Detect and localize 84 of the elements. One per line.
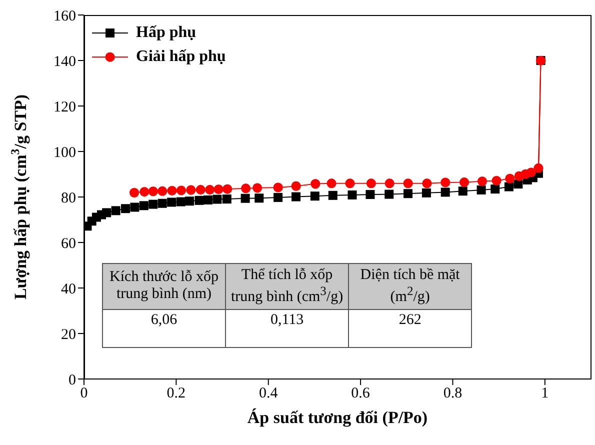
- point: [477, 176, 488, 186]
- point: [326, 178, 336, 188]
- point: [176, 197, 186, 206]
- point: [139, 201, 148, 210]
- legend-label: Giải hấp phụ: [136, 48, 226, 66]
- point: [366, 190, 375, 199]
- annotation: Thể tích lỗ xốp trung bình (cm$^{3}$/g): [226, 263, 349, 310]
- point: [167, 186, 177, 196]
- point: [422, 178, 432, 188]
- x-tick-label: 0.4: [258, 386, 278, 402]
- point: [273, 182, 283, 192]
- point: [440, 178, 450, 188]
- y-tick-label: 40: [61, 281, 76, 298]
- point: [534, 163, 544, 173]
- legend-label: Hấp phụ: [136, 24, 196, 42]
- annotation: 0,113: [226, 309, 349, 348]
- y-tick-label: 0: [68, 372, 76, 388]
- point: [526, 168, 536, 178]
- point: [310, 192, 320, 201]
- point: [222, 184, 232, 194]
- point: [291, 181, 301, 191]
- point: [310, 179, 320, 189]
- point: [148, 186, 158, 196]
- annotation: Kích thước lỗ xốp trung bình (nm): [102, 263, 226, 310]
- point: [504, 182, 514, 192]
- point: [490, 184, 500, 194]
- point: [196, 184, 206, 195]
- y-tick-label: 80: [61, 190, 76, 206]
- point: [404, 189, 413, 198]
- point: [440, 188, 450, 197]
- point: [212, 194, 222, 204]
- x-tick-label: 0.8: [443, 386, 462, 402]
- point: [167, 198, 176, 207]
- point: [140, 186, 150, 197]
- point: [252, 183, 262, 193]
- x-axis-title: Áp suất tương đối (P/Po): [247, 408, 428, 427]
- annotation: Diện tích bề mặt (m$^{2}$/g): [348, 263, 472, 310]
- point: [186, 185, 196, 195]
- point: [214, 184, 224, 194]
- point: [366, 178, 376, 188]
- annotation: 262: [348, 309, 472, 348]
- point: [176, 186, 186, 196]
- point: [254, 194, 264, 203]
- y-tick-label: 60: [61, 236, 76, 252]
- x-tick-label: 0.2: [166, 386, 186, 402]
- point: [458, 186, 468, 196]
- point: [403, 178, 413, 188]
- point: [102, 208, 112, 218]
- point: [514, 180, 523, 189]
- point: [158, 198, 167, 208]
- point: [129, 188, 140, 198]
- point: [222, 194, 232, 204]
- point: [240, 184, 251, 194]
- point: [274, 192, 283, 202]
- x-tick-label: 0.6: [351, 386, 370, 402]
- point: [158, 186, 168, 196]
- annotation: 6,06: [102, 309, 226, 348]
- y-tick-label: 20: [61, 326, 76, 343]
- x-tick-label: 1: [541, 386, 549, 402]
- y-tick-label: 140: [54, 54, 76, 70]
- point: [492, 176, 502, 186]
- point: [111, 206, 120, 216]
- y-tick-label: 160: [54, 8, 76, 24]
- point: [120, 204, 130, 214]
- point: [384, 190, 394, 199]
- point: [130, 202, 140, 212]
- point: [459, 177, 470, 188]
- point: [205, 184, 215, 195]
- point: [384, 178, 394, 188]
- point: [328, 190, 338, 200]
- point: [240, 194, 250, 203]
- point: [292, 192, 301, 202]
- point: [148, 200, 158, 209]
- point: [348, 190, 357, 200]
- point: [422, 188, 431, 198]
- y-tick-label: 120: [54, 99, 76, 116]
- point: [345, 178, 355, 188]
- point: [194, 196, 204, 205]
- point: [476, 185, 486, 194]
- point: [505, 174, 515, 184]
- x-tick-label: 0: [80, 386, 88, 402]
- y-tick-label: 100: [54, 144, 76, 161]
- point: [185, 196, 194, 206]
- point: [203, 195, 212, 204]
